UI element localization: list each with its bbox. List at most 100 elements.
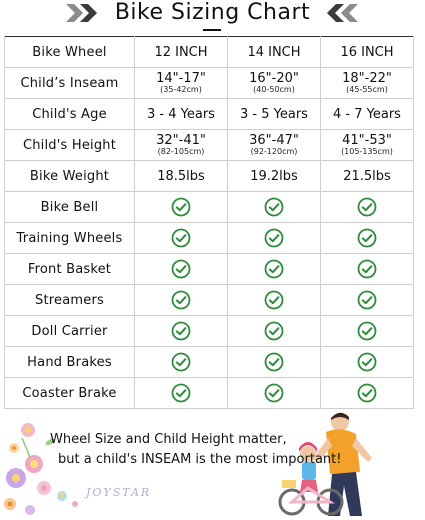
check-circle-icon xyxy=(171,197,191,217)
row-label: Training Wheels xyxy=(4,222,135,254)
feature-check-cell xyxy=(227,284,321,316)
table-row-feature: Training Wheels xyxy=(4,222,414,254)
feature-check-cell xyxy=(320,222,414,254)
height-cell: 36"-47" (92-120cm) xyxy=(227,129,321,161)
inseam-inches: 16"-20" xyxy=(249,70,299,86)
table-row-age: Child's Age 3 - 4 Years 3 - 5 Years 4 - … xyxy=(4,98,414,130)
feature-check-cell xyxy=(320,191,414,223)
row-label: Bike Bell xyxy=(4,191,135,223)
weight-cell: 19.2lbs xyxy=(227,160,321,192)
height-cell: 41"-53" (105-135cm) xyxy=(320,129,414,161)
double-chevron-left-icon xyxy=(327,4,358,22)
row-label: Coaster Brake xyxy=(4,377,135,409)
check-circle-icon xyxy=(171,228,191,248)
feature-check-cell xyxy=(227,253,321,285)
check-circle-icon xyxy=(171,259,191,279)
feature-check-cell xyxy=(227,222,321,254)
sizing-note-line1: Wheel Size and Child Height matter, xyxy=(50,432,287,447)
wheel-size-cell: 12 INCH xyxy=(134,36,228,68)
inseam-cell: 14"-17" (35-42cm) xyxy=(134,67,228,99)
table-row-feature: Coaster Brake xyxy=(4,377,414,409)
check-circle-icon xyxy=(357,228,377,248)
inseam-cm: (45-55cm) xyxy=(346,84,388,94)
check-circle-icon xyxy=(357,321,377,341)
row-label: Bike Weight xyxy=(4,160,135,192)
double-chevron-right-icon xyxy=(66,4,97,22)
height-cm: (105-135cm) xyxy=(341,146,393,156)
feature-check-cell xyxy=(227,377,321,409)
feature-check-cell xyxy=(320,253,414,285)
table-row-weight: Bike Weight 18.5lbs 19.2lbs 21.5lbs xyxy=(4,160,414,192)
table-row-feature: Bike Bell xyxy=(4,191,414,223)
inseam-cell: 16"-20" (40-50cm) xyxy=(227,67,321,99)
feature-check-cell xyxy=(134,191,228,223)
table-row-inseam: Child’s Inseam 14"-17" (35-42cm) 16"-20"(… xyxy=(4,67,414,99)
wheel-size-cell: 16 INCH xyxy=(320,36,414,68)
check-circle-icon xyxy=(357,383,377,403)
height-inches: 32"-41" xyxy=(156,132,206,148)
feature-rows: Bike Bell Training Wheels Front Basket Stre… xyxy=(4,191,414,409)
inseam-inches: 18"-22" xyxy=(342,70,392,86)
feature-check-cell xyxy=(227,315,321,347)
check-circle-icon xyxy=(357,290,377,310)
flower-decoration-icon xyxy=(4,412,372,516)
age-cell: 3 - 4 Years xyxy=(134,98,228,130)
feature-check-cell xyxy=(320,315,414,347)
footer: Wheel Size and Child Height matter, but … xyxy=(0,408,425,520)
inseam-cell: 18"-22" (45-55cm) xyxy=(320,67,414,99)
check-circle-icon xyxy=(264,383,284,403)
row-label: Streamers xyxy=(4,284,135,316)
sizing-note-line2: but a child's INSEAM is the most importa… xyxy=(58,452,342,467)
check-circle-icon xyxy=(357,352,377,372)
inseam-cm: (40-50cm) xyxy=(253,84,295,94)
age-cell: 4 - 7 Years xyxy=(320,98,414,130)
check-circle-icon xyxy=(171,383,191,403)
wheel-size-cell: 14 INCH xyxy=(227,36,321,68)
check-circle-icon xyxy=(264,259,284,279)
table-row-feature: Doll Carrier xyxy=(4,315,414,347)
row-label: Bike Wheel xyxy=(4,36,135,68)
feature-check-cell xyxy=(227,191,321,223)
check-circle-icon xyxy=(264,197,284,217)
age-cell: 3 - 5 Years xyxy=(227,98,321,130)
table-row-feature: Streamers xyxy=(4,284,414,316)
brand-logo: JOYSTAR xyxy=(86,486,152,499)
feature-check-cell xyxy=(320,284,414,316)
row-label: Front Basket xyxy=(4,253,135,285)
row-label: Child's Age xyxy=(4,98,135,130)
row-label: Hand Brakes xyxy=(4,346,135,378)
row-label: Child's Height xyxy=(4,129,135,161)
check-circle-icon xyxy=(357,197,377,217)
table-row-feature: Front Basket xyxy=(4,253,414,285)
inseam-inches: 14"-17" xyxy=(156,70,206,86)
weight-cell: 21.5lbs xyxy=(320,160,414,192)
feature-check-cell xyxy=(134,346,228,378)
check-circle-icon xyxy=(264,290,284,310)
feature-check-cell xyxy=(134,284,228,316)
height-inches: 36"-47" xyxy=(249,132,299,148)
height-cm: (92-120cm) xyxy=(250,146,298,156)
check-circle-icon xyxy=(357,259,377,279)
page-title: Bike Sizing Chart xyxy=(114,0,311,25)
check-circle-icon xyxy=(264,228,284,248)
sizing-table: Bike Wheel 12 INCH 14 INCH 16 INCH Child… xyxy=(4,36,414,409)
inseam-cm: (35-42cm) xyxy=(160,84,202,94)
feature-check-cell xyxy=(134,315,228,347)
table-row-feature: Hand Brakes xyxy=(4,346,414,378)
feature-check-cell xyxy=(134,222,228,254)
table-row-wheel: Bike Wheel 12 INCH 14 INCH 16 INCH xyxy=(4,36,414,68)
feature-check-cell xyxy=(320,377,414,409)
row-label: Child’s Inseam xyxy=(4,67,135,99)
check-circle-icon xyxy=(264,321,284,341)
header: Bike Sizing Chart xyxy=(0,0,425,36)
title-underline xyxy=(203,29,221,31)
row-label: Doll Carrier xyxy=(4,315,135,347)
feature-check-cell xyxy=(227,346,321,378)
height-cm: (82-105cm) xyxy=(157,146,205,156)
feature-check-cell xyxy=(320,346,414,378)
check-circle-icon xyxy=(264,352,284,372)
check-circle-icon xyxy=(171,290,191,310)
feature-check-cell xyxy=(134,377,228,409)
check-circle-icon xyxy=(171,321,191,341)
check-circle-icon xyxy=(171,352,191,372)
